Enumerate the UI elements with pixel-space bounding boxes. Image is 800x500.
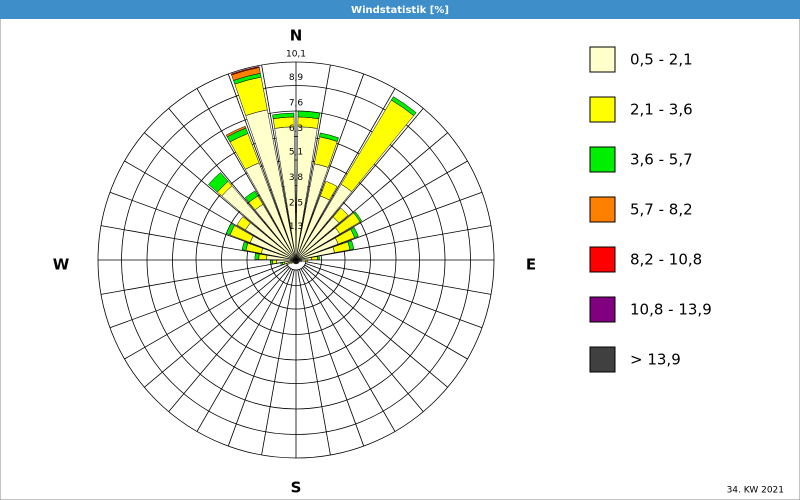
spoke <box>261 64 295 251</box>
compass-north: N <box>290 27 303 45</box>
bar-segment <box>254 253 260 260</box>
spoke <box>196 268 292 432</box>
spoke <box>305 225 492 259</box>
spoke <box>124 264 288 360</box>
bar-segment <box>353 211 363 223</box>
legend-label: 8,2 - 10,8 <box>630 251 702 269</box>
grid-ring <box>246 210 346 310</box>
spoke <box>100 261 287 295</box>
grid-ring <box>270 234 322 286</box>
bar-segment <box>297 110 321 120</box>
spoke <box>297 64 331 251</box>
spoke <box>305 261 492 295</box>
spoke <box>302 108 424 253</box>
r-tick-label: 7,6 <box>289 99 304 109</box>
r-tick-label: 5,1 <box>289 148 303 158</box>
legend-swatch <box>589 246 616 273</box>
spoke <box>168 267 290 412</box>
bar-segment <box>332 207 349 224</box>
bar-segment <box>225 125 247 138</box>
spoke <box>144 266 289 388</box>
spoke <box>109 191 287 257</box>
grid-ring <box>146 110 446 410</box>
r-tick-label: 1,3 <box>289 222 303 232</box>
ticks: 1,3 2,5 3,8 5,1 6,3 7,6 8,9 10,1 <box>286 50 306 233</box>
bar-segment <box>350 227 359 239</box>
bar-segment <box>272 112 295 120</box>
bar-segment <box>305 259 309 263</box>
bar-segment <box>244 190 259 203</box>
bar-segment <box>241 241 249 251</box>
spoke <box>227 269 293 447</box>
legend-label: 0,5 - 2,1 <box>630 51 693 69</box>
bar-segment <box>272 260 277 265</box>
bar-segment <box>280 262 284 266</box>
bar-segment <box>270 260 274 265</box>
grid <box>97 61 495 459</box>
footnote: 34. KW 2021 <box>727 486 784 496</box>
legend-swatch <box>589 196 616 223</box>
spoke <box>299 269 365 447</box>
spoke <box>300 88 396 252</box>
r-tick-label: 10,1 <box>286 50 306 60</box>
bar-segment <box>286 262 290 266</box>
legend-swatch <box>589 146 616 173</box>
compass-west: W <box>53 256 70 274</box>
spoke <box>303 132 448 254</box>
compass-east: E <box>526 256 536 274</box>
grid-ring <box>172 136 420 384</box>
spoke <box>144 132 289 254</box>
bar-segment <box>319 132 339 142</box>
bar-segment <box>347 240 355 251</box>
legend-label: 3,6 - 5,7 <box>630 151 693 169</box>
bar-segment <box>230 66 260 76</box>
bar-segment <box>208 172 229 193</box>
legend-swatch <box>589 346 616 373</box>
spoke <box>303 266 448 388</box>
bar-segment <box>226 223 235 236</box>
legend-swatch <box>589 96 616 123</box>
legend-label: > 13,9 <box>630 351 681 369</box>
grid-ring <box>195 159 397 361</box>
r-tick-label: 2,5 <box>289 198 303 208</box>
spoke <box>305 191 483 257</box>
legend-label: 5,7 - 8,2 <box>630 201 693 219</box>
spoke <box>299 73 365 251</box>
title-bar <box>0 0 800 19</box>
spoke <box>261 269 295 456</box>
spoke <box>304 160 468 256</box>
grid-ring <box>121 85 471 435</box>
spoke <box>196 88 292 252</box>
chart-title: Windstatistik [%] <box>351 5 449 16</box>
r-tick-label: 6,3 <box>289 124 303 134</box>
bar-segment <box>258 253 268 260</box>
compass-south: S <box>291 479 302 497</box>
spoke <box>124 160 288 256</box>
spoke <box>304 264 468 360</box>
spoke <box>168 108 290 253</box>
spoke <box>305 263 483 329</box>
grid-ring <box>97 61 495 459</box>
r-tick-label: 3,8 <box>289 173 304 183</box>
spoke <box>297 269 331 456</box>
bars <box>208 66 417 266</box>
spoke <box>109 263 287 329</box>
r-tick-label: 8,9 <box>289 73 304 83</box>
legend-label: 10,8 - 13,9 <box>630 301 712 319</box>
bar-segment <box>317 255 320 260</box>
legend-swatch <box>589 46 616 73</box>
legend: 0,5 - 2,1 2,1 - 3,6 3,6 - 5,7 5,7 - 8,2 8,2 … <box>589 46 712 373</box>
spoke <box>227 73 293 251</box>
spoke <box>100 225 287 259</box>
legend-label: 2,1 - 3,6 <box>630 101 693 119</box>
legend-swatch <box>589 296 616 323</box>
bar-segment <box>320 180 338 201</box>
bar-segment <box>236 216 251 231</box>
spoke <box>302 267 424 412</box>
grid-ring <box>221 185 371 335</box>
bar-segment <box>391 96 417 117</box>
spoke <box>300 268 396 432</box>
